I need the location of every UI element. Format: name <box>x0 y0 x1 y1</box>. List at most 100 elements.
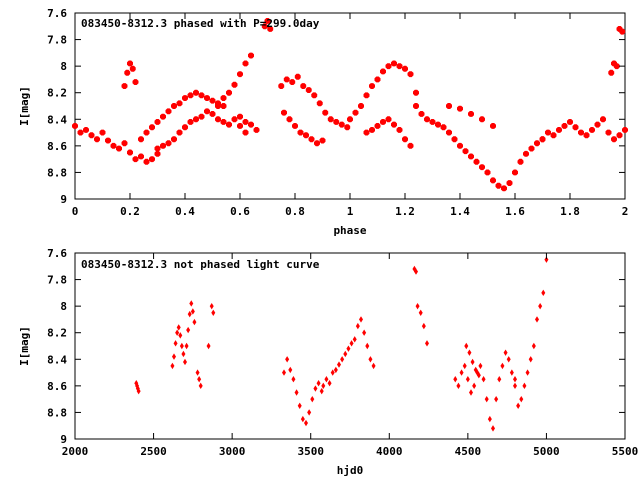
data-point <box>359 316 363 323</box>
data-point <box>479 116 485 123</box>
data-point <box>333 366 338 374</box>
data-point <box>183 358 187 366</box>
data-point <box>132 79 139 85</box>
data-point <box>369 83 375 89</box>
data-point <box>175 329 180 336</box>
data-point <box>149 156 155 163</box>
data-point <box>322 109 329 116</box>
data-point <box>220 103 227 109</box>
y-tick-label: 9 <box>60 433 67 446</box>
data-point <box>478 362 483 370</box>
data-point <box>220 119 227 125</box>
data-point <box>501 185 507 192</box>
data-point <box>313 385 318 392</box>
data-point <box>531 342 536 350</box>
data-point <box>327 116 334 123</box>
data-point <box>457 142 463 149</box>
data-point <box>396 127 403 133</box>
data-point <box>129 65 136 72</box>
data-point <box>321 382 326 390</box>
plot-frame <box>74 252 626 440</box>
data-point <box>374 123 381 129</box>
data-point <box>473 158 480 165</box>
data-point <box>283 76 290 83</box>
data-point <box>509 369 514 376</box>
data-point <box>572 124 579 131</box>
data-point <box>242 119 249 125</box>
data-point <box>622 127 628 133</box>
data-point <box>311 92 318 99</box>
data-point <box>173 340 178 347</box>
data-point <box>497 376 502 383</box>
data-point <box>523 150 529 157</box>
data-point <box>374 76 381 83</box>
data-point <box>608 69 615 76</box>
data-point <box>418 111 425 117</box>
data-point <box>198 113 205 120</box>
data-point <box>385 63 392 70</box>
data-point <box>385 116 392 123</box>
data-point <box>495 182 502 189</box>
x-tick-label: 1.4 <box>450 205 470 218</box>
data-point <box>352 109 359 116</box>
data-point <box>545 129 551 136</box>
x-tick-label: 0.2 <box>120 205 140 218</box>
data-point <box>616 132 623 139</box>
data-point <box>380 68 386 75</box>
data-point <box>189 300 194 307</box>
data-point <box>94 136 100 143</box>
y-tick-label: 7.6 <box>47 7 67 20</box>
x-axis-label: phase <box>333 224 366 237</box>
data-point <box>415 302 420 310</box>
data-point <box>402 65 408 72</box>
data-point <box>468 111 474 117</box>
data-point <box>83 127 89 133</box>
data-point <box>456 382 461 390</box>
data-point <box>187 92 194 99</box>
data-point <box>340 356 345 363</box>
data-point <box>187 310 192 318</box>
data-point <box>462 362 467 370</box>
data-point <box>462 148 469 155</box>
data-point <box>468 153 474 160</box>
data-point <box>193 116 199 123</box>
data-point <box>294 389 299 396</box>
data-point <box>517 158 524 165</box>
data-point <box>190 308 195 315</box>
data-point <box>490 123 496 129</box>
data-points-group <box>72 18 628 192</box>
data-point <box>605 129 612 136</box>
data-point <box>556 127 562 133</box>
data-point <box>121 140 128 147</box>
x-tick-label: 2 <box>622 205 629 218</box>
data-point <box>362 329 367 336</box>
data-point <box>261 23 268 30</box>
data-point <box>282 369 286 376</box>
data-point <box>355 322 360 330</box>
data-point <box>451 136 458 143</box>
unphased-light-curve-plot: 2000 2500 3000 3500 4000 4500 5000 5500 7.6 7.8 8 8… <box>18 247 638 477</box>
data-point <box>459 369 464 376</box>
y-tick-label: 7.8 <box>47 34 67 47</box>
data-point <box>237 113 243 120</box>
data-point <box>407 142 414 149</box>
data-point <box>513 376 517 383</box>
data-point <box>343 350 348 358</box>
data-point <box>209 302 214 310</box>
data-point <box>211 309 216 316</box>
data-point <box>414 268 418 275</box>
data-point <box>464 342 469 350</box>
data-point <box>484 169 491 176</box>
data-point <box>391 60 397 67</box>
y-tick-label: 8.6 <box>47 380 67 393</box>
data-point <box>550 132 557 139</box>
data-point <box>327 380 332 387</box>
data-point <box>178 332 183 339</box>
y-tick-label: 8.4 <box>47 113 67 126</box>
data-point <box>77 129 84 136</box>
y-axis-label: I[mag] <box>18 86 31 126</box>
data-point <box>289 79 296 85</box>
data-point <box>503 349 508 356</box>
data-point <box>337 361 341 368</box>
